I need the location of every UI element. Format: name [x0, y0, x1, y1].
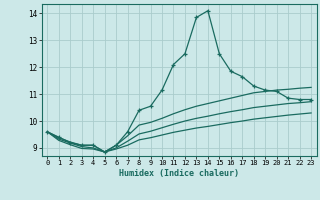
- X-axis label: Humidex (Indice chaleur): Humidex (Indice chaleur): [119, 169, 239, 178]
